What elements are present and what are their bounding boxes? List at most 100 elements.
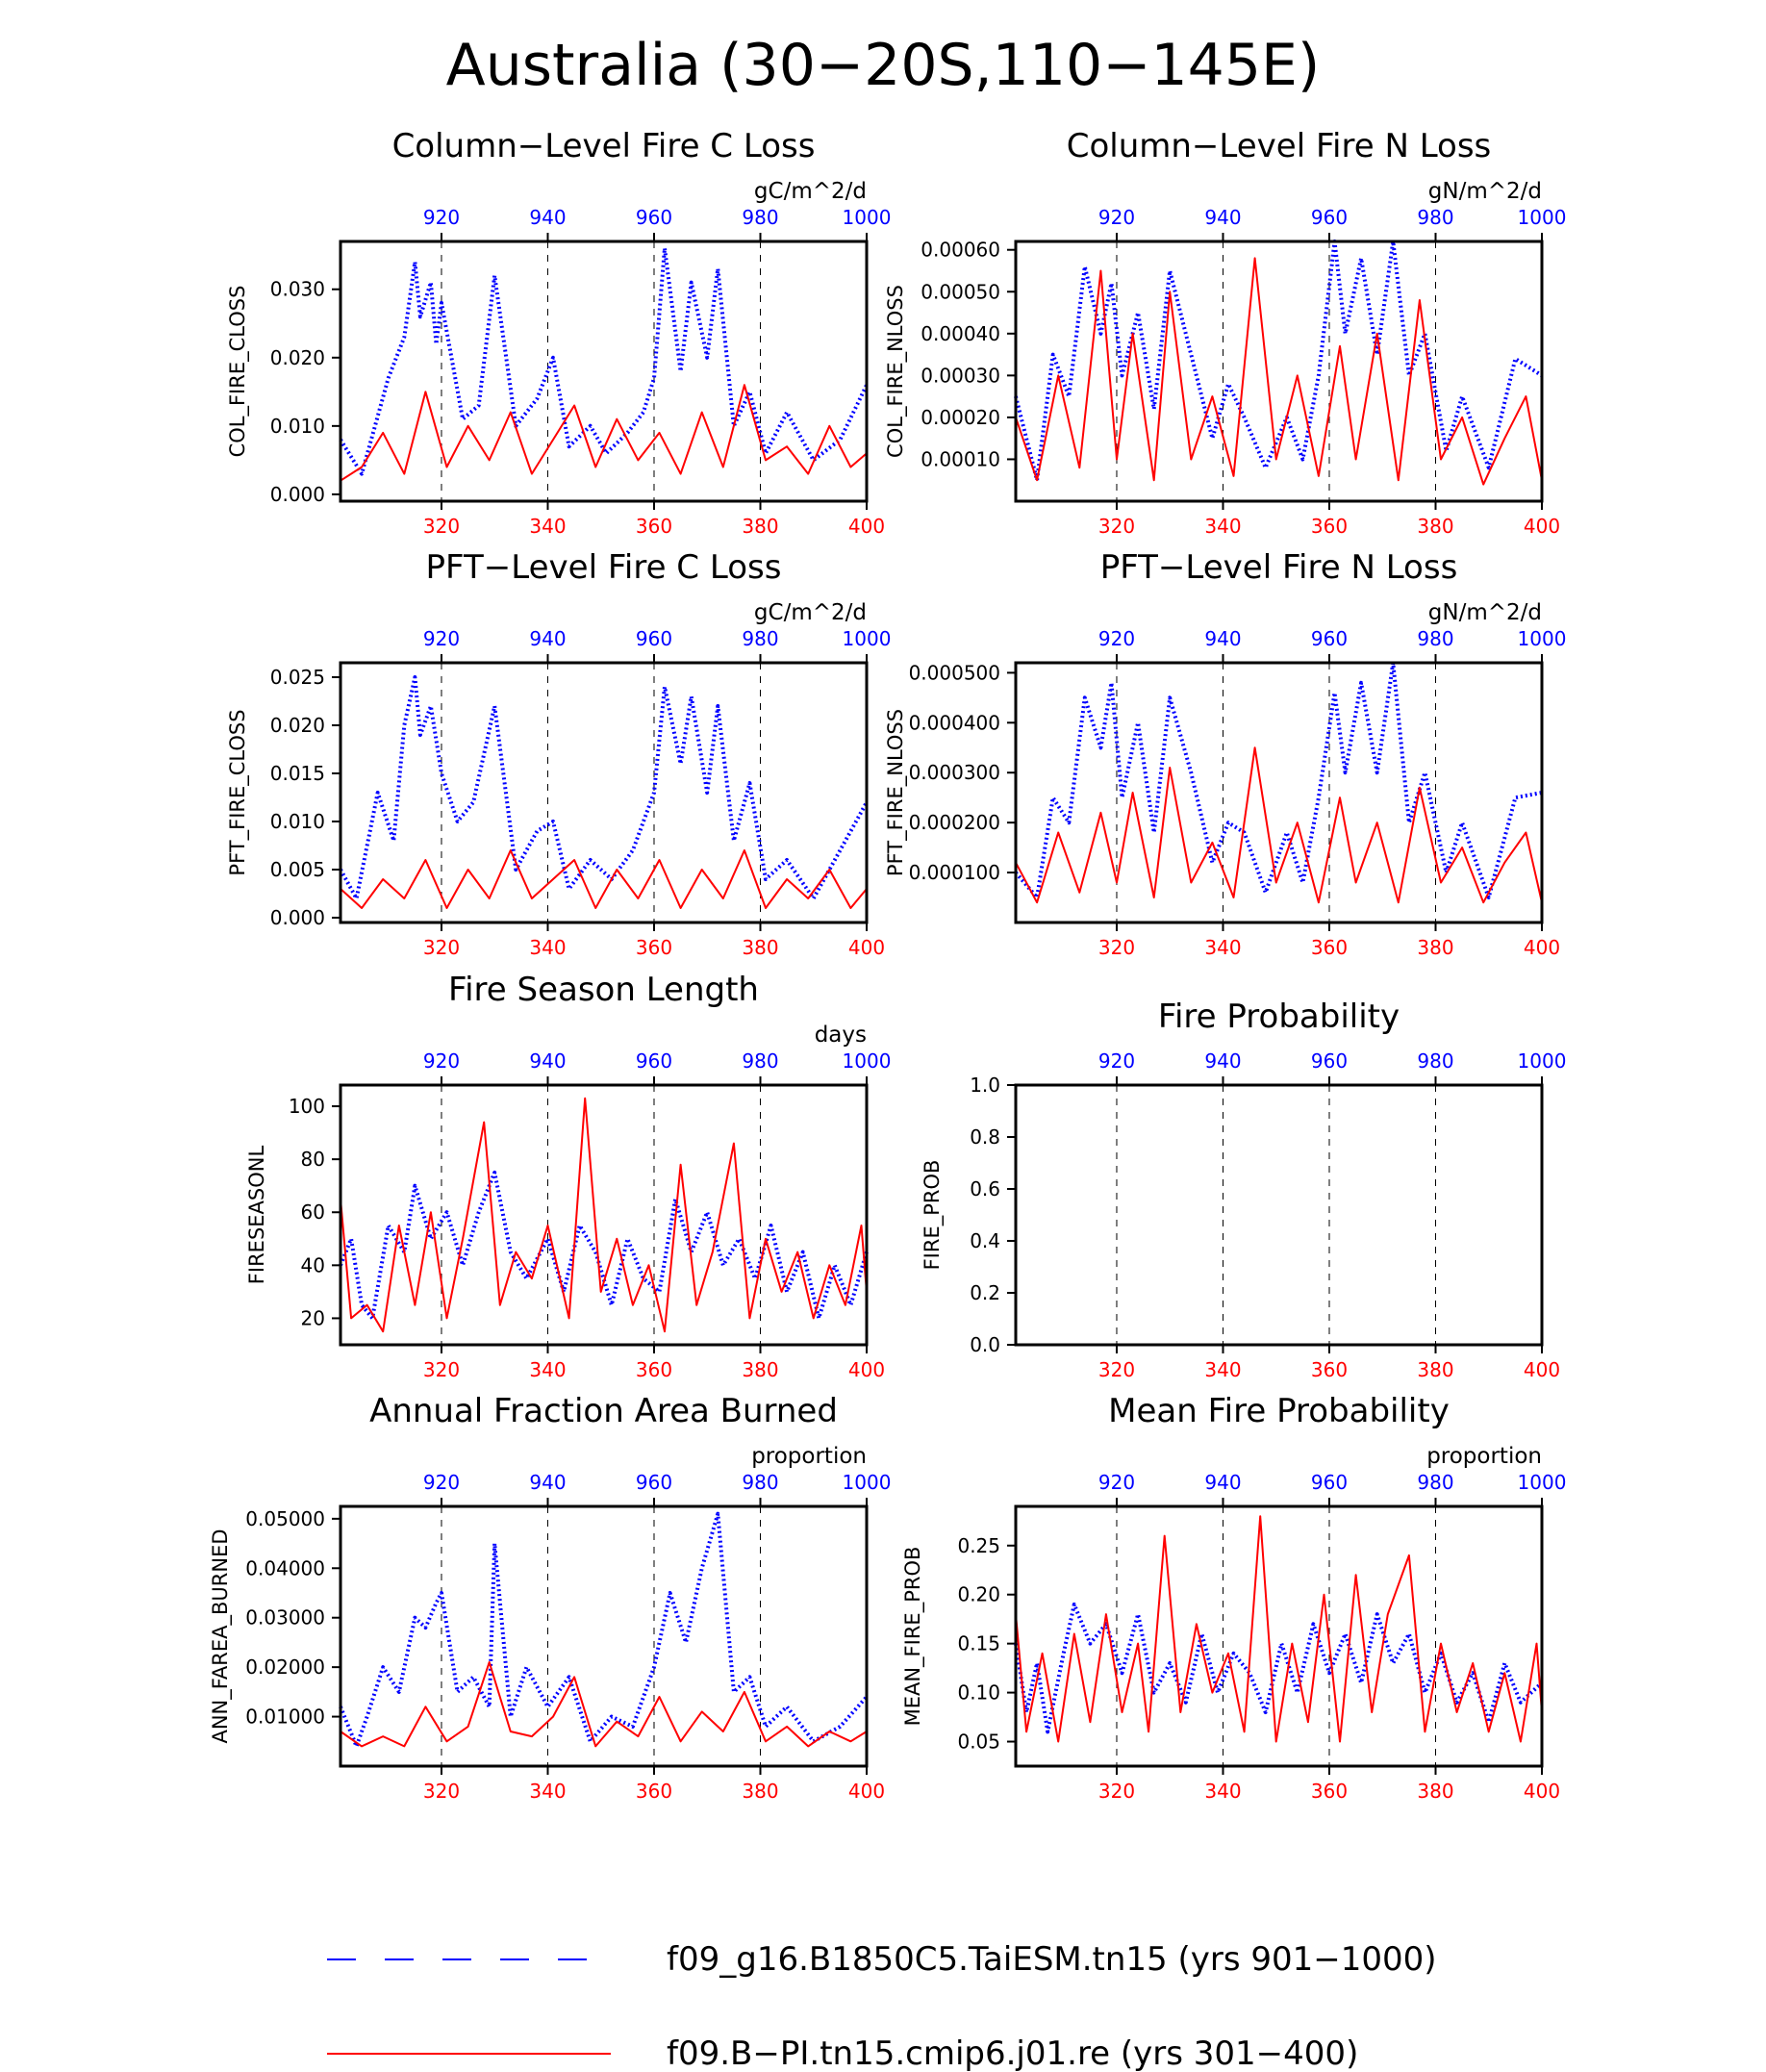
chart-panel-6: Fire Probability 320 340 360 380 400 920 940 960… <box>921 998 1566 1381</box>
x-tick-label-top: 940 <box>529 627 566 650</box>
plot-frame <box>1014 661 1544 924</box>
x-tick-label-bottom: 340 <box>1204 515 1241 538</box>
series-line-blue <box>339 246 869 476</box>
series-line-red <box>340 849 868 909</box>
x-tick-label-bottom: 360 <box>1311 515 1348 538</box>
plot-frame <box>339 1083 869 1347</box>
x-tick-label-bottom: 340 <box>529 936 566 959</box>
chart-panel-1: Column−Level Fire C Loss gC/m^2/d 320 340 36… <box>226 127 891 538</box>
x-tick-label-top: 1000 <box>1518 627 1567 650</box>
y-axis-label: ANN_FAREA_BURNED <box>209 1529 233 1743</box>
x-tick-label-top: 920 <box>1098 206 1135 229</box>
y-tick-label: 0.00050 <box>921 280 1000 303</box>
units-label: gC/m^2/d <box>754 600 867 625</box>
plot-frame <box>339 240 869 503</box>
x-tick-label-bottom: 320 <box>1098 1358 1135 1381</box>
y-tick-label: 0.00040 <box>921 322 1000 345</box>
x-tick-label-top: 980 <box>1417 627 1453 650</box>
units-label: days <box>815 1023 867 1048</box>
chart-panel-2: Column−Level Fire N Loss gN/m^2/d 320 340 36… <box>884 127 1566 538</box>
x-tick-label-top: 960 <box>1311 1471 1348 1494</box>
series-line-blue <box>339 675 869 900</box>
y-axis-label: PFT_FIRE_CLOSS <box>226 709 250 875</box>
y-axis-label: COL_FIRE_NLOSS <box>884 285 908 458</box>
plot-frame <box>1014 240 1544 503</box>
x-tick-label-top: 940 <box>1204 1471 1241 1494</box>
x-tick-label-top: 940 <box>1204 206 1241 229</box>
y-tick-label: 0.000500 <box>909 661 1000 684</box>
chart-panel-4: PFT−Level Fire N Loss gN/m^2/d 320 340 360 38… <box>884 548 1566 959</box>
y-tick-label: 0.000400 <box>909 711 1000 734</box>
series-line-blue <box>1014 1602 1544 1734</box>
units-label: gC/m^2/d <box>754 179 867 204</box>
chart-panel-7: Annual Fraction Area Burned proportion 320… <box>209 1392 891 1803</box>
x-tick-label-top: 980 <box>1417 206 1453 229</box>
x-tick-label-bottom: 340 <box>529 515 566 538</box>
plot-frame <box>1014 1083 1544 1347</box>
y-tick-label: 80 <box>301 1148 325 1171</box>
x-tick-label-top: 940 <box>529 1049 566 1073</box>
chart-title: Annual Fraction Area Burned <box>369 1392 838 1430</box>
x-tick-label-bottom: 400 <box>848 515 885 538</box>
plot-frame <box>339 661 869 924</box>
x-tick-label-bottom: 380 <box>742 1780 778 1803</box>
y-tick-label: 0.010 <box>270 415 325 438</box>
x-tick-label-bottom: 360 <box>636 936 672 959</box>
x-tick-label-top: 920 <box>423 627 460 650</box>
x-tick-label-bottom: 320 <box>1098 1780 1135 1803</box>
series-line-red <box>1015 746 1543 904</box>
series-line-blue <box>339 1170 869 1321</box>
x-tick-label-bottom: 380 <box>1417 936 1453 959</box>
units-label: gN/m^2/d <box>1428 179 1542 204</box>
y-tick-label: 1.0 <box>970 1074 1000 1097</box>
x-tick-label-bottom: 340 <box>529 1780 566 1803</box>
y-tick-label: 0.000100 <box>909 861 1000 884</box>
legend-label-red: f09.B−PI.tn15.cmip6.j01.re (yrs 301−400) <box>667 2034 1358 2072</box>
x-tick-label-bottom: 380 <box>1417 515 1453 538</box>
y-tick-label: 0.8 <box>970 1125 1000 1149</box>
x-tick-label-bottom: 360 <box>1311 1358 1348 1381</box>
chart-title: PFT−Level Fire C Loss <box>426 548 782 587</box>
chart-title: Fire Season Length <box>448 971 759 1009</box>
x-tick-label-top: 960 <box>636 1471 672 1494</box>
y-axis-label: COL_FIRE_CLOSS <box>226 286 250 458</box>
y-tick-label: 0.04000 <box>245 1556 325 1579</box>
units-label: gN/m^2/d <box>1428 600 1542 625</box>
series-line-red <box>340 1097 868 1333</box>
y-tick-label: 0.005 <box>270 858 325 881</box>
chart-title: Column−Level Fire N Loss <box>1067 127 1492 165</box>
y-tick-label: 0.20 <box>957 1583 1000 1606</box>
x-tick-label-top: 1000 <box>843 1471 892 1494</box>
y-tick-label: 0.00030 <box>921 364 1000 387</box>
y-tick-label: 0.4 <box>970 1229 1000 1252</box>
x-tick-label-bottom: 320 <box>1098 515 1135 538</box>
y-tick-label: 0.25 <box>957 1534 1000 1557</box>
y-tick-label: 0.0 <box>970 1333 1000 1356</box>
y-axis-label: FIRE_PROB <box>921 1160 945 1271</box>
series-line-red <box>340 1661 868 1748</box>
x-tick-label-top: 960 <box>1311 627 1348 650</box>
x-tick-label-top: 1000 <box>843 627 892 650</box>
x-tick-label-top: 920 <box>423 1049 460 1073</box>
y-tick-label: 0.000 <box>270 483 325 506</box>
y-axis-label: FIRESEASONL <box>245 1146 268 1285</box>
x-tick-label-top: 920 <box>1098 1049 1135 1073</box>
x-tick-label-bottom: 320 <box>1098 936 1135 959</box>
series-line-red <box>340 384 868 482</box>
y-tick-label: 60 <box>301 1200 325 1224</box>
x-tick-label-bottom: 340 <box>529 1358 566 1381</box>
x-tick-label-top: 1000 <box>1518 1471 1567 1494</box>
x-tick-label-bottom: 340 <box>1204 1358 1241 1381</box>
x-tick-label-top: 920 <box>423 1471 460 1494</box>
chart-panels: Column−Level Fire C Loss gC/m^2/d 320 340 36… <box>209 127 1566 1803</box>
x-tick-label-bottom: 380 <box>1417 1780 1453 1803</box>
chart-panel-3: PFT−Level Fire C Loss gC/m^2/d 320 340 360 38… <box>226 548 891 959</box>
chart-title: Column−Level Fire C Loss <box>392 127 816 165</box>
chart-panel-5: Fire Season Length days 320 340 360 380 400 920… <box>245 971 891 1381</box>
x-tick-label-top: 1000 <box>1518 1049 1567 1073</box>
x-tick-label-bottom: 360 <box>636 515 672 538</box>
x-tick-label-bottom: 400 <box>848 1780 885 1803</box>
legend: f09_g16.B1850C5.TaiESM.tn15 (yrs 901−100… <box>327 1940 1437 2072</box>
x-tick-label-bottom: 360 <box>1311 936 1348 959</box>
